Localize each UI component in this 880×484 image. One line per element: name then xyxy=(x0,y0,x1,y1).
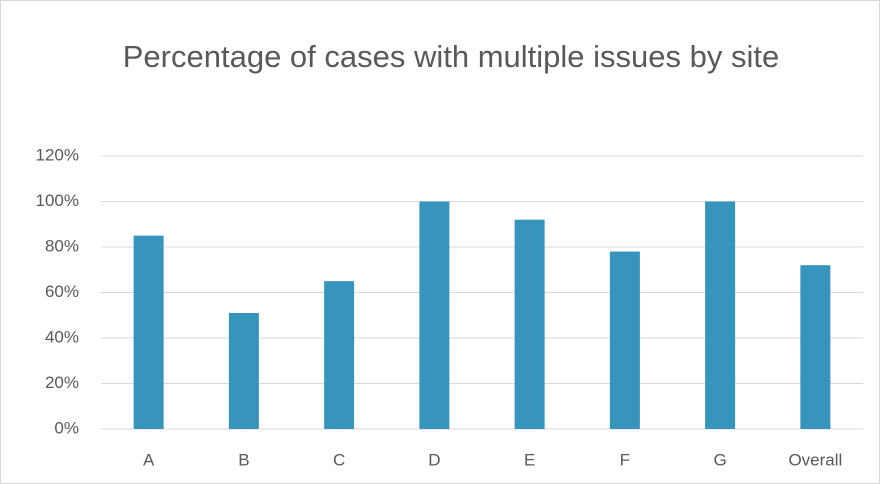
x-tick-label: Overall xyxy=(788,450,842,469)
y-tick-label: 40% xyxy=(45,327,79,346)
bar xyxy=(514,219,545,429)
x-tick-label: E xyxy=(524,450,535,469)
bar xyxy=(324,281,355,429)
bar xyxy=(419,201,450,429)
y-tick-label: 0% xyxy=(54,418,79,437)
x-tick-label: F xyxy=(620,450,630,469)
x-tick-label: B xyxy=(238,450,249,469)
y-tick-label: 120% xyxy=(36,145,79,164)
x-tick-label: C xyxy=(333,450,345,469)
bar xyxy=(133,235,164,429)
bar xyxy=(609,251,640,429)
x-tick-label: G xyxy=(714,450,727,469)
bar xyxy=(800,265,831,429)
x-tick-label: A xyxy=(143,450,155,469)
x-tick-label: D xyxy=(428,450,440,469)
y-tick-label: 100% xyxy=(36,191,79,210)
y-tick-label: 60% xyxy=(45,282,79,301)
bar xyxy=(228,312,259,429)
y-tick-label: 20% xyxy=(45,373,79,392)
y-tick-label: 80% xyxy=(45,236,79,255)
bar xyxy=(705,201,736,429)
chart-title: Percentage of cases with multiple issues… xyxy=(122,39,780,74)
